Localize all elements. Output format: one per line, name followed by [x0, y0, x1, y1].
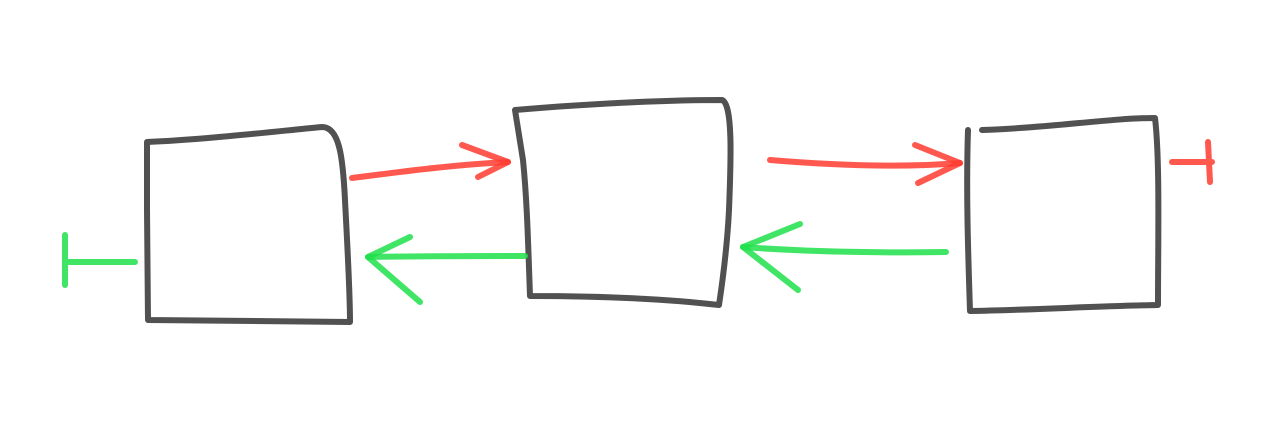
- forward-arrow-head: [459, 142, 511, 180]
- backward-arrow-2-1: [365, 234, 528, 305]
- terminator-bar-icon: [1169, 139, 1215, 185]
- backward-arrow-shaft: [740, 244, 949, 256]
- terminator-bar-icon: [62, 232, 138, 288]
- forward-arrow-2-3: [767, 142, 963, 186]
- node-box-3: [964, 115, 1162, 314]
- backward-arrow-3-2: [740, 221, 949, 293]
- forward-arrow-shaft: [349, 159, 511, 181]
- forward-arrow-head: [912, 142, 963, 186]
- backward-terminator: [62, 232, 138, 288]
- node-box-1: [144, 124, 353, 325]
- node-box-2: [512, 97, 734, 308]
- backward-arrow-head: [740, 221, 803, 293]
- forward-arrow-shaft: [767, 157, 963, 169]
- backward-arrow-head: [365, 234, 423, 305]
- backward-arrow-shaft: [365, 253, 528, 260]
- forward-arrow-1-2: [349, 142, 511, 181]
- forward-terminator: [1169, 139, 1215, 185]
